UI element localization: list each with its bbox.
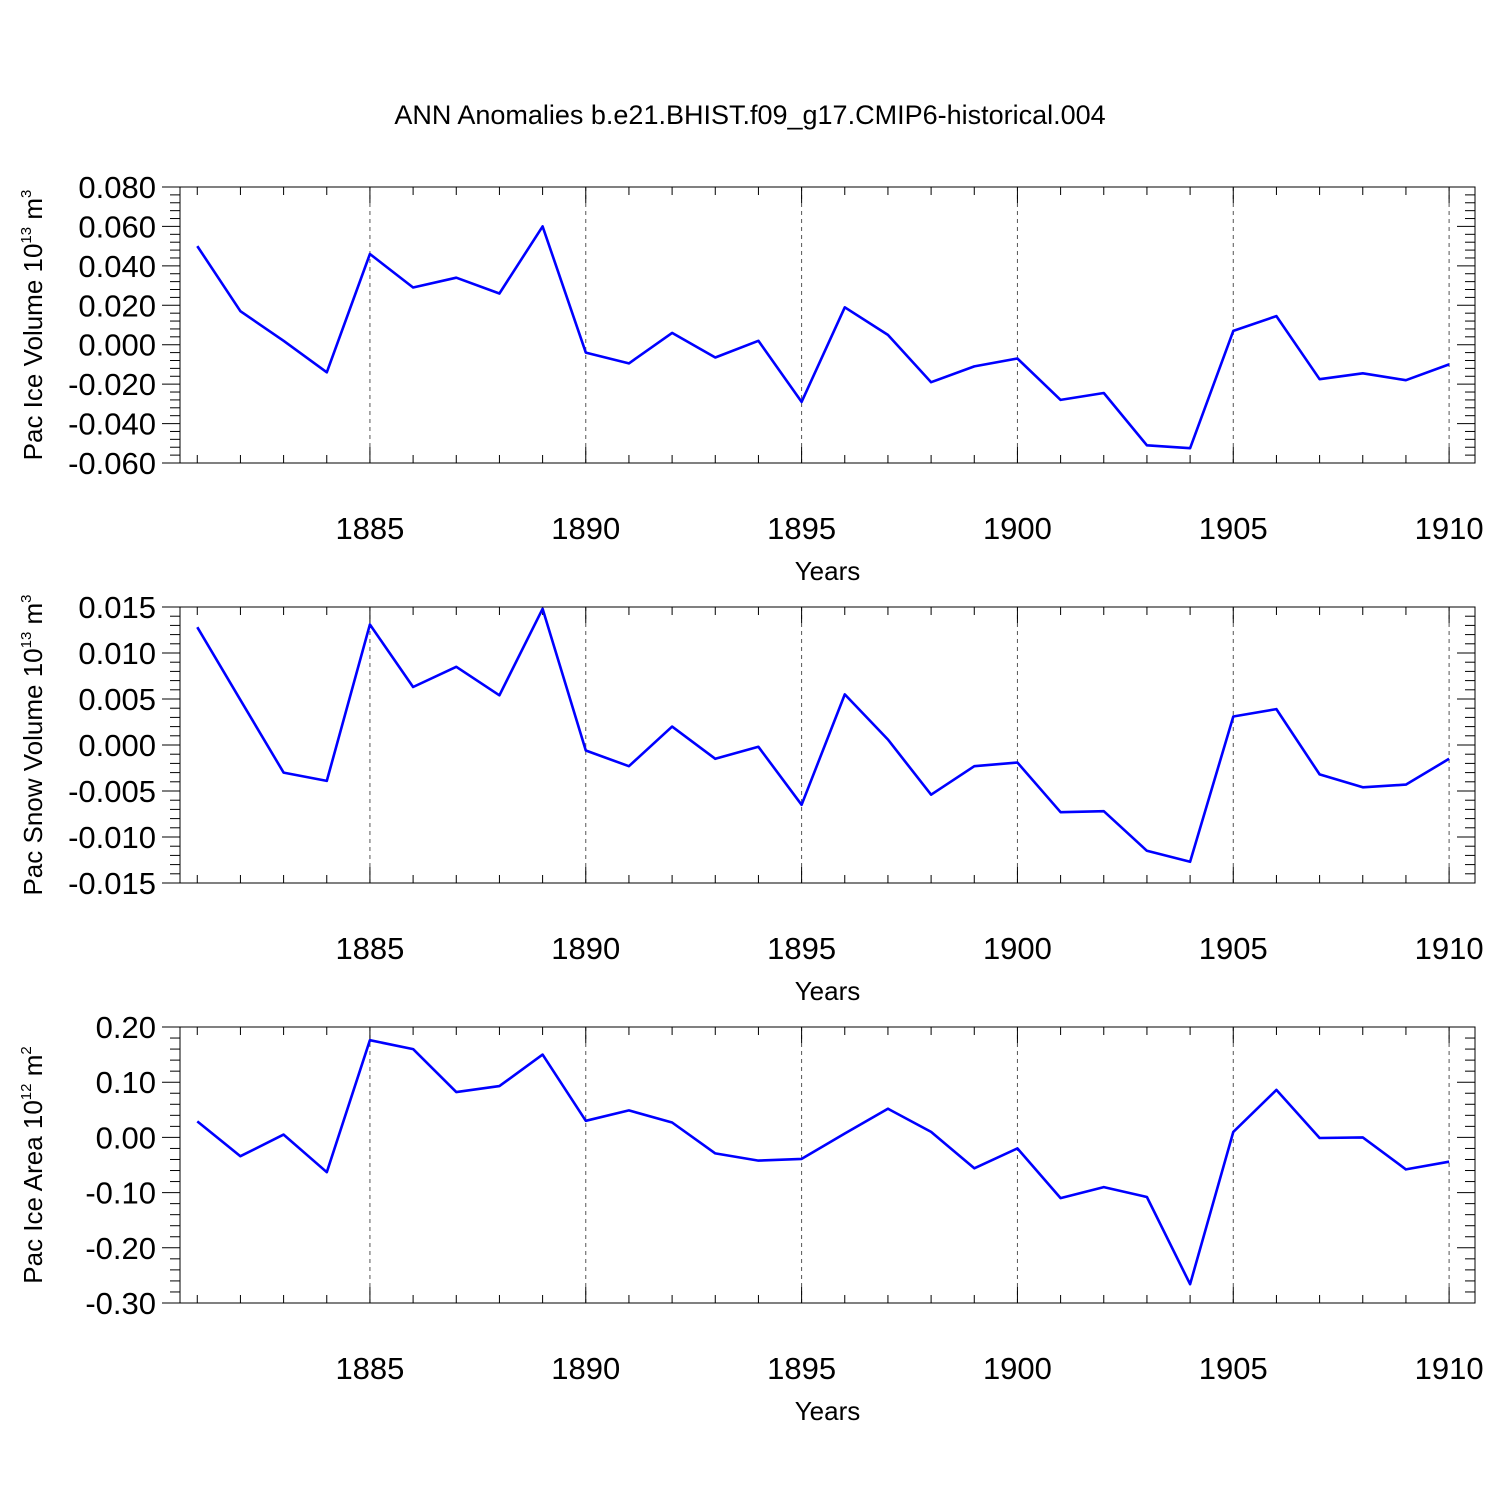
- series-line: [196, 225, 1450, 450]
- x-tick-label: 1890: [551, 511, 620, 546]
- y-tick-label: 0.000: [78, 728, 156, 763]
- x-tick-label: 1910: [1415, 511, 1484, 546]
- chart-title: ANN Anomalies b.e21.BHIST.f09_g17.CMIP6-…: [394, 100, 1105, 130]
- y-tick-label: 0.020: [78, 288, 156, 323]
- y-tick-label: 0.00: [96, 1120, 156, 1155]
- x-tick-label: 1885: [335, 931, 404, 966]
- y-tick-label: 0.080: [78, 170, 156, 205]
- y-tick-label: 0.010: [78, 636, 156, 671]
- y-tick-label: 0.060: [78, 209, 156, 244]
- x-tick-label: 1905: [1199, 931, 1268, 966]
- x-axis-label: Years: [795, 1396, 861, 1426]
- x-tick-label: 1905: [1199, 511, 1268, 546]
- y-axis-label: Pac Ice Volume 1013 m3: [18, 190, 48, 461]
- y-tick-label: 0.000: [78, 328, 156, 363]
- x-tick-label: 1900: [983, 1351, 1052, 1386]
- x-tick-label: 1900: [983, 511, 1052, 546]
- y-tick-label: -0.020: [68, 367, 156, 402]
- plot-frame: [179, 186, 1476, 464]
- panel-2: -0.015 -0.010 -0.005 0.000 0.005 0.010 0.015 18…: [18, 590, 1484, 1006]
- y-tick-label: -0.010: [68, 820, 156, 855]
- y-tick-label: -0.10: [85, 1176, 156, 1211]
- y-axis-label: Pac Snow Volume 1013 m3: [18, 594, 48, 895]
- x-tick-label: 1895: [767, 1351, 836, 1386]
- x-tick-label: 1895: [767, 511, 836, 546]
- x-axis-label: Years: [795, 976, 861, 1006]
- panels: -0.060 -0.040 -0.020 0.000 0.020 0.040 0.060 0.…: [18, 170, 1484, 1426]
- x-tick-label: 1890: [551, 1351, 620, 1386]
- x-tick-label: 1910: [1415, 931, 1484, 966]
- y-tick-label: 0.005: [78, 682, 156, 717]
- y-tick-label: 0.20: [96, 1010, 156, 1045]
- y-tick-label: -0.040: [68, 407, 156, 442]
- series-line: [196, 1038, 1450, 1286]
- panel-1: -0.060 -0.040 -0.020 0.000 0.020 0.040 0.060 0.…: [18, 170, 1484, 586]
- panel-3: -0.30 -0.20 -0.10 0.00 0.10 0.20 1885 1890 1895 1…: [18, 1010, 1484, 1426]
- y-tick-label: -0.30: [85, 1286, 156, 1321]
- x-tick-label: 1890: [551, 931, 620, 966]
- x-tick-label: 1895: [767, 931, 836, 966]
- plot-frame: [179, 1026, 1476, 1304]
- y-tick-label: 0.10: [96, 1065, 156, 1100]
- y-tick-label: 0.040: [78, 249, 156, 284]
- y-tick-label: -0.20: [85, 1231, 156, 1266]
- plot-frame: [179, 606, 1476, 884]
- y-axis-label: Pac Ice Area 1012 m2: [18, 1046, 48, 1283]
- x-tick-label: 1885: [335, 511, 404, 546]
- x-tick-label: 1885: [335, 1351, 404, 1386]
- x-tick-label: 1910: [1415, 1351, 1484, 1386]
- y-tick-label: -0.060: [68, 446, 156, 481]
- x-axis-label: Years: [795, 556, 861, 586]
- y-tick-label: -0.005: [68, 774, 156, 809]
- series-line: [196, 607, 1450, 864]
- y-tick-label: 0.015: [78, 590, 156, 625]
- x-tick-label: 1905: [1199, 1351, 1268, 1386]
- x-tick-label: 1900: [983, 931, 1052, 966]
- y-tick-label: -0.015: [68, 866, 156, 901]
